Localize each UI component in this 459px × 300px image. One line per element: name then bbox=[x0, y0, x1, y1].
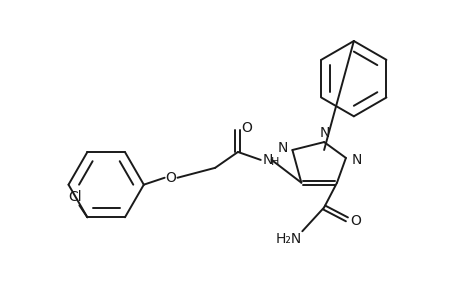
Text: H₂N: H₂N bbox=[275, 232, 301, 246]
Text: N: N bbox=[351, 153, 361, 167]
Text: N: N bbox=[277, 141, 287, 155]
Text: H: H bbox=[270, 157, 278, 167]
Text: Cl: Cl bbox=[68, 190, 82, 205]
Text: O: O bbox=[241, 121, 252, 135]
Text: N: N bbox=[319, 126, 330, 140]
Text: O: O bbox=[350, 214, 360, 228]
Text: O: O bbox=[165, 171, 176, 185]
Text: N: N bbox=[262, 153, 272, 167]
